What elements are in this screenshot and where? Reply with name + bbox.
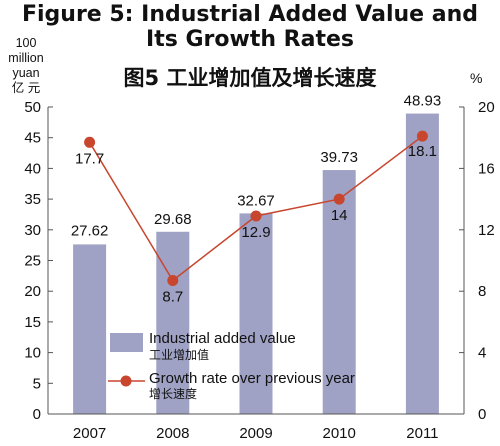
x-tick-label: 2008 xyxy=(156,425,189,442)
bar-2011 xyxy=(405,113,439,415)
bar-2007 xyxy=(73,244,107,414)
left-tick-label: 25 xyxy=(24,253,41,270)
left-axis-unit-line: 亿 元 xyxy=(11,81,41,95)
legend-bar-swatch xyxy=(110,333,143,352)
legend-line-marker xyxy=(120,375,132,387)
x-tick-label: 2007 xyxy=(73,425,106,442)
legend-line-label-zh: 增长速度 xyxy=(149,386,197,401)
chart-title-en-line1: Figure 5: Industrial Added Value and xyxy=(21,2,479,27)
bar-value-label: 27.62 xyxy=(71,222,109,239)
x-tick-label: 2010 xyxy=(323,425,356,442)
left-tick-label: 10 xyxy=(24,345,41,362)
legend-bar-label: Industrial added value xyxy=(149,330,296,347)
growth-value-label: 17.7 xyxy=(75,150,104,167)
right-tick-label: 8 xyxy=(478,283,486,300)
left-tick-label: 40 xyxy=(24,160,41,177)
left-tick-label: 15 xyxy=(24,314,41,331)
left-tick-label: 30 xyxy=(24,222,41,239)
chart-title-zh: 图5 工业增加值及增长速度 xyxy=(123,66,377,90)
left-tick-label: 5 xyxy=(33,375,41,392)
growth-point-2007 xyxy=(84,136,96,148)
x-tick-label: 2011 xyxy=(406,425,438,442)
bar-2009 xyxy=(239,213,273,414)
growth-point-2011 xyxy=(416,130,428,142)
right-tick-label: 20 xyxy=(478,99,495,116)
growth-point-2010 xyxy=(333,193,345,205)
right-tick-label: 12 xyxy=(478,222,495,239)
growth-point-2009 xyxy=(250,210,262,222)
growth-point-2008 xyxy=(167,274,179,286)
right-tick-label: 0 xyxy=(478,406,486,423)
growth-value-label: 12.9 xyxy=(241,224,270,241)
right-tick-label: 4 xyxy=(478,345,486,362)
x-tick-label: 2009 xyxy=(239,425,272,442)
left-axis-unit-line: yuan xyxy=(12,66,40,80)
bar-2010 xyxy=(322,170,356,414)
chart-title-en-line2: Its Growth Rates xyxy=(146,27,354,52)
bar-value-label: 29.68 xyxy=(154,211,192,228)
bar-value-label: 39.73 xyxy=(320,149,358,166)
growth-value-label: 18.1 xyxy=(408,143,437,160)
chart-title-en: Figure 5: Industrial Added Value and Its… xyxy=(0,2,500,52)
bar-value-label: 32.67 xyxy=(237,192,275,209)
left-tick-label: 20 xyxy=(24,283,41,300)
legend-bar-label-zh: 工业增加值 xyxy=(149,347,209,362)
left-tick-label: 35 xyxy=(24,191,41,208)
right-tick-label: 16 xyxy=(478,160,495,177)
bar-value-label: 48.93 xyxy=(404,93,442,110)
legend-line-label: Growth rate over previous year xyxy=(149,370,355,387)
growth-value-label: 14 xyxy=(331,207,348,224)
left-axis-unit-line: million xyxy=(8,51,44,65)
left-tick-label: 45 xyxy=(24,130,41,147)
left-tick-label: 50 xyxy=(24,99,41,116)
left-axis-unit-line: 100 xyxy=(15,36,37,50)
left-tick-label: 0 xyxy=(33,406,41,423)
right-axis-unit: % xyxy=(470,70,483,86)
growth-value-label: 8.7 xyxy=(162,288,183,305)
left-axis-unit: 100 million yuan 亿 元 xyxy=(2,36,50,96)
